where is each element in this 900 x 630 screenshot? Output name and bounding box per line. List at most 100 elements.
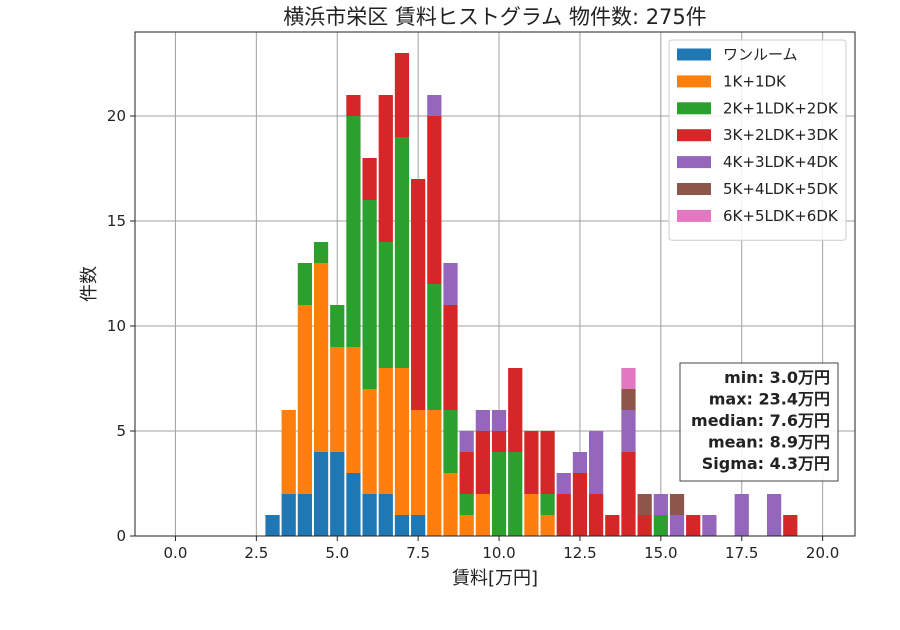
bar-s1-b1	[281, 410, 296, 494]
bar-s3-b26	[686, 515, 701, 536]
legend-swatch-1	[677, 75, 711, 88]
bar-s3-b23	[637, 515, 652, 536]
y-tick-label-3: 15	[107, 212, 126, 230]
bar-s0-b8	[394, 515, 410, 536]
bar-s0-b0	[265, 515, 280, 536]
bar-s3-b10	[427, 116, 442, 284]
x-tick-label-6: 15.0	[644, 544, 677, 562]
y-tick-label-4: 20	[107, 107, 126, 125]
bar-s3-b20	[589, 494, 604, 536]
legend-swatch-0	[677, 48, 711, 61]
x-tick-label-8: 20.0	[806, 544, 839, 562]
bar-s1-b2	[297, 305, 313, 494]
bar-s3-b19	[572, 473, 588, 536]
bar-s0-b1	[281, 494, 296, 536]
bar-s3-b5	[346, 95, 361, 116]
bar-s2-b5	[346, 116, 361, 347]
bar-s3-b7	[378, 95, 393, 242]
bar-s4-b12	[459, 431, 474, 452]
legend-swatch-6	[677, 209, 711, 222]
y-tick-label-1: 5	[116, 422, 126, 440]
bar-s4-b14	[491, 410, 507, 431]
bar-s0-b2	[297, 494, 313, 536]
stats-frame	[679, 362, 839, 482]
y-tick-label-2: 10	[107, 317, 126, 335]
legend-swatch-4	[677, 156, 711, 169]
legend-label-3: 3K+2LDK+3DK	[723, 126, 839, 144]
legend-swatch-5	[677, 183, 711, 195]
plot-frame	[134, 31, 856, 537]
stats-line-2: median: 7.6万円	[691, 411, 830, 430]
bar-s2-b15	[508, 452, 523, 536]
bar-s0-b3	[313, 452, 329, 536]
bar-s2-b4	[330, 305, 345, 347]
bar-s2-b3	[313, 242, 329, 263]
bar-s4-b13	[475, 410, 490, 431]
bar-s0-b5	[346, 473, 361, 536]
bar-s3-b22	[621, 452, 636, 536]
bar-s3-b15	[508, 368, 523, 452]
bar-s3-b6	[362, 158, 377, 200]
bar-s1-b12	[459, 515, 474, 536]
legend-label-4: 4K+3LDK+4DK	[723, 153, 839, 171]
legend-label-5: 5K+4LDK+5DK	[723, 180, 839, 198]
bar-s4-b27	[702, 515, 717, 536]
bar-s4-b29	[734, 494, 749, 536]
legend-label-0: ワンルーム	[723, 46, 798, 64]
bar-s6-b22	[621, 368, 636, 389]
legend: ワンルーム 1K+1DK 2K+1LDK+2DK 3K+2LDK+3DK 4K+3LDK…	[668, 39, 847, 241]
bar-s2-b17	[540, 494, 555, 515]
bar-s1-b9	[411, 410, 426, 515]
bar-s4-b31	[766, 494, 782, 536]
bar-s1-b6	[362, 389, 377, 494]
bar-s1-b16	[524, 494, 539, 536]
stats-line-0: min: 3.0万円	[724, 368, 830, 387]
legend-swatch-3	[677, 129, 711, 142]
legend-label-2: 2K+1LDK+2DK	[723, 99, 839, 117]
bar-s2-b7	[378, 242, 393, 368]
bar-s0-b9	[411, 515, 426, 536]
x-tick-label-5: 12.5	[563, 544, 596, 562]
bar-s5-b23	[637, 494, 652, 515]
bar-s5-b22	[621, 389, 636, 410]
bar-s4-b18	[556, 473, 571, 494]
bar-s0-b6	[362, 494, 377, 536]
x-tick-label-7: 17.5	[725, 544, 758, 562]
bar-s1-b13	[475, 494, 490, 536]
bar-s2-b6	[362, 200, 377, 389]
bar-s3-b12	[459, 452, 474, 494]
bar-s2-b14	[491, 452, 507, 536]
stats-line-3: mean: 8.9万円	[708, 433, 830, 452]
ticks: 0.0 2.5 5.0 7.5 10.0 12.5 15.0 17.5 20.0 0 5 10 15 20	[107, 107, 839, 562]
bar-s4-b24	[653, 494, 668, 515]
legend-label-1: 1K+1DK	[723, 72, 787, 90]
legend-box	[668, 39, 847, 241]
x-tick-label-4: 10.0	[482, 544, 515, 562]
bar-s4-b11	[443, 263, 458, 305]
bar-s2-b11	[443, 410, 458, 473]
bar-s3-b17	[540, 431, 555, 494]
x-tick-label-1: 2.5	[244, 544, 268, 562]
bar-s1-b10	[427, 410, 442, 536]
bar-s1-b7	[378, 368, 393, 494]
bar-s2-b24	[653, 515, 668, 536]
chart-title: 横浜市栄区 賃料ヒストグラム 物件数: 275件	[283, 5, 707, 29]
x-tick-label-2: 5.0	[325, 544, 349, 562]
bar-s4-b25	[669, 515, 685, 536]
bar-s3-b18	[556, 494, 571, 536]
bar-s1-b8	[394, 368, 410, 515]
bar-s4-b20	[589, 431, 604, 494]
bar-s2-b12	[459, 494, 474, 515]
x-tick-label-0: 0.0	[164, 544, 188, 562]
bar-s1-b3	[313, 263, 329, 452]
bar-s3-b8	[394, 53, 410, 137]
bar-s3-b11	[443, 305, 458, 410]
bar-s1-b11	[443, 473, 458, 536]
y-axis-label: 件数	[79, 266, 100, 302]
bar-s0-b4	[330, 452, 345, 536]
bar-s2-b8	[394, 137, 410, 368]
bar-s3-b9	[411, 179, 426, 410]
stats-line-1: max: 23.4万円	[709, 390, 830, 409]
bar-s4-b10	[427, 95, 442, 116]
